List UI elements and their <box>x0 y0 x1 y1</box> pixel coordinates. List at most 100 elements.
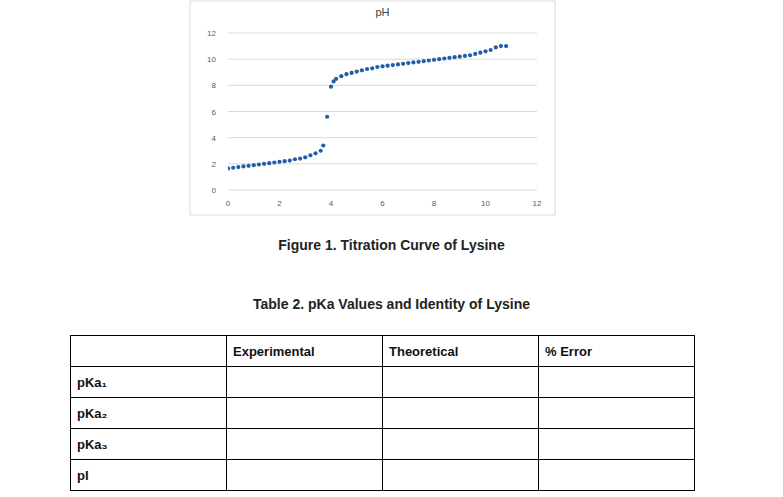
data-point <box>504 44 508 48</box>
data-point <box>375 65 379 69</box>
data-point <box>293 157 297 161</box>
data-point <box>380 64 384 68</box>
empty-cell <box>383 460 539 491</box>
y-tick-label: 10 <box>207 55 216 64</box>
data-point <box>453 55 457 59</box>
data-point <box>478 51 482 55</box>
data-point <box>277 160 281 164</box>
data-point <box>262 162 266 166</box>
chart-title: pH <box>375 6 389 18</box>
data-point <box>422 59 426 63</box>
grid-line <box>228 59 537 60</box>
data-point <box>329 85 333 89</box>
data-point <box>257 162 261 166</box>
grid-line <box>228 85 537 86</box>
data-point <box>283 159 287 163</box>
data-point <box>350 71 354 75</box>
data-point <box>463 54 467 58</box>
grid-line <box>228 33 537 34</box>
data-point <box>401 62 405 66</box>
grid-line <box>228 137 537 138</box>
data-point <box>344 72 348 76</box>
grid-line <box>228 190 537 191</box>
data-point <box>325 115 329 119</box>
data-point <box>468 53 472 57</box>
x-tick-label: 4 <box>329 199 334 208</box>
data-point <box>231 166 235 170</box>
data-point <box>447 56 451 60</box>
chart-frame <box>190 1 555 215</box>
data-point <box>458 54 462 58</box>
x-tick-label: 12 <box>533 199 542 208</box>
data-point <box>228 166 230 170</box>
header-cell: Theoretical <box>383 336 539 367</box>
header-cell: Experimental <box>227 336 383 367</box>
empty-cell <box>539 460 695 491</box>
empty-cell <box>383 398 539 429</box>
data-point <box>365 67 369 71</box>
data-point <box>267 161 271 165</box>
data-point <box>319 149 323 153</box>
data-point <box>288 158 292 162</box>
empty-cell <box>227 398 383 429</box>
data-point <box>489 48 493 52</box>
data-point <box>473 52 477 56</box>
data-point <box>321 143 325 147</box>
data-point <box>247 164 251 168</box>
data-point <box>432 58 436 62</box>
data-point <box>499 44 503 48</box>
chart: 024681012024681012pH <box>0 0 783 232</box>
figure-caption: Figure 1. Titration Curve of Lysine <box>0 237 783 253</box>
table-caption: Table 2. pKa Values and Identity of Lysi… <box>0 296 783 312</box>
data-point <box>313 151 317 155</box>
header-cell <box>71 336 227 367</box>
data-point <box>416 60 420 64</box>
data-point <box>370 66 374 70</box>
data-point <box>272 160 276 164</box>
empty-cell <box>227 460 383 491</box>
x-tick-label: 6 <box>380 199 385 208</box>
data-point <box>236 165 240 169</box>
data-point <box>339 74 343 78</box>
x-tick-label: 0 <box>226 199 231 208</box>
row-label: pKa₂ <box>71 398 227 429</box>
empty-cell <box>383 367 539 398</box>
data-point <box>442 56 446 60</box>
row-label: pI <box>71 460 227 491</box>
data-point <box>252 163 256 167</box>
data-point <box>427 58 431 62</box>
data-point <box>308 153 312 157</box>
x-tick-label: 10 <box>481 199 490 208</box>
y-tick-label: 8 <box>212 81 217 90</box>
data-point <box>334 77 338 81</box>
table: ExperimentalTheoretical% Error pKa₁pKa₂pK… <box>70 335 695 491</box>
empty-cell <box>539 367 695 398</box>
data-point <box>360 68 364 72</box>
row-label: pKa₁ <box>71 367 227 398</box>
data-point <box>494 45 498 49</box>
data-point <box>241 164 245 168</box>
grid-line <box>228 111 537 112</box>
points <box>228 44 508 171</box>
y-tick-label: 12 <box>207 29 216 38</box>
data-point <box>355 69 359 73</box>
data-point <box>411 60 415 64</box>
empty-cell <box>227 367 383 398</box>
y-tick-label: 0 <box>212 186 217 195</box>
x-tick-label: 2 <box>277 199 282 208</box>
data-point <box>437 57 441 61</box>
x-tick-label: 8 <box>432 199 437 208</box>
data-point <box>406 61 410 65</box>
data-point <box>391 63 395 67</box>
y-tick-label: 4 <box>212 134 217 143</box>
empty-cell <box>539 398 695 429</box>
data-point <box>298 157 302 161</box>
empty-cell <box>383 429 539 460</box>
data-point <box>483 49 487 53</box>
header-cell: % Error <box>539 336 695 367</box>
data-point <box>386 64 390 68</box>
empty-cell <box>539 429 695 460</box>
data-point <box>303 155 307 159</box>
empty-cell <box>227 429 383 460</box>
row-label: pKa₃ <box>71 429 227 460</box>
